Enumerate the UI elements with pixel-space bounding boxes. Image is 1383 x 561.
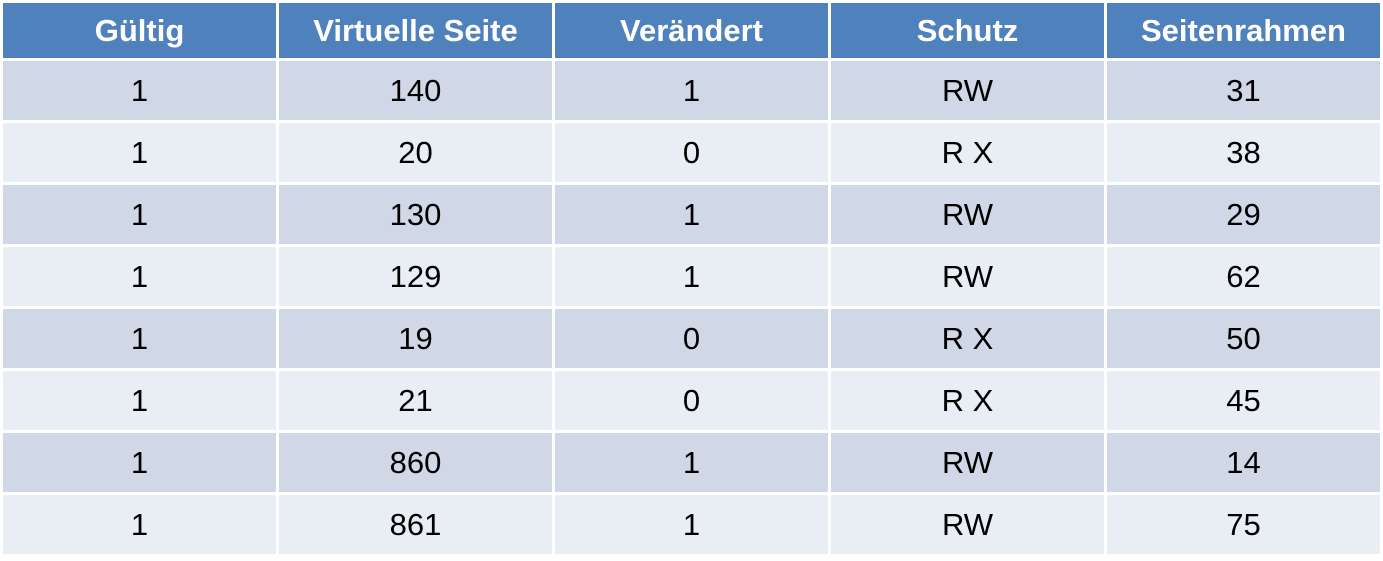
cell-modified: 1 bbox=[555, 495, 828, 554]
cell-valid: 1 bbox=[3, 433, 276, 492]
table-row: 1 19 0 R X 50 bbox=[3, 309, 1380, 368]
cell-virtual-page: 860 bbox=[279, 433, 552, 492]
cell-protection: RW bbox=[831, 247, 1104, 306]
header-page-frame: Seitenrahmen bbox=[1107, 3, 1380, 58]
cell-protection: RW bbox=[831, 433, 1104, 492]
cell-page-frame: 31 bbox=[1107, 61, 1380, 120]
header-valid: Gültig bbox=[3, 3, 276, 58]
header-row: Gültig Virtuelle Seite Verändert Schutz … bbox=[3, 3, 1380, 58]
cell-virtual-page: 140 bbox=[279, 61, 552, 120]
table-row: 1 130 1 RW 29 bbox=[3, 185, 1380, 244]
table-row: 1 140 1 RW 31 bbox=[3, 61, 1380, 120]
cell-valid: 1 bbox=[3, 309, 276, 368]
cell-valid: 1 bbox=[3, 247, 276, 306]
cell-modified: 0 bbox=[555, 123, 828, 182]
table-row: 1 129 1 RW 62 bbox=[3, 247, 1380, 306]
cell-virtual-page: 19 bbox=[279, 309, 552, 368]
table-row: 1 860 1 RW 14 bbox=[3, 433, 1380, 492]
cell-modified: 1 bbox=[555, 433, 828, 492]
cell-valid: 1 bbox=[3, 123, 276, 182]
cell-valid: 1 bbox=[3, 61, 276, 120]
cell-page-frame: 50 bbox=[1107, 309, 1380, 368]
table-row: 1 861 1 RW 75 bbox=[3, 495, 1380, 554]
cell-virtual-page: 861 bbox=[279, 495, 552, 554]
header-virtual-page: Virtuelle Seite bbox=[279, 3, 552, 58]
table-row: 1 21 0 R X 45 bbox=[3, 371, 1380, 430]
cell-virtual-page: 20 bbox=[279, 123, 552, 182]
cell-virtual-page: 130 bbox=[279, 185, 552, 244]
table-row: 1 20 0 R X 38 bbox=[3, 123, 1380, 182]
cell-page-frame: 62 bbox=[1107, 247, 1380, 306]
cell-page-frame: 29 bbox=[1107, 185, 1380, 244]
cell-protection: R X bbox=[831, 309, 1104, 368]
cell-page-frame: 45 bbox=[1107, 371, 1380, 430]
cell-modified: 1 bbox=[555, 61, 828, 120]
cell-page-frame: 38 bbox=[1107, 123, 1380, 182]
cell-protection: RW bbox=[831, 61, 1104, 120]
header-modified: Verändert bbox=[555, 3, 828, 58]
cell-page-frame: 14 bbox=[1107, 433, 1380, 492]
cell-protection: RW bbox=[831, 495, 1104, 554]
cell-page-frame: 75 bbox=[1107, 495, 1380, 554]
cell-protection: R X bbox=[831, 371, 1104, 430]
header-protection: Schutz bbox=[831, 3, 1104, 58]
cell-valid: 1 bbox=[3, 185, 276, 244]
cell-protection: R X bbox=[831, 123, 1104, 182]
cell-modified: 1 bbox=[555, 247, 828, 306]
cell-valid: 1 bbox=[3, 495, 276, 554]
cell-modified: 0 bbox=[555, 309, 828, 368]
cell-protection: RW bbox=[831, 185, 1104, 244]
cell-virtual-page: 21 bbox=[279, 371, 552, 430]
cell-virtual-page: 129 bbox=[279, 247, 552, 306]
cell-valid: 1 bbox=[3, 371, 276, 430]
cell-modified: 1 bbox=[555, 185, 828, 244]
cell-modified: 0 bbox=[555, 371, 828, 430]
